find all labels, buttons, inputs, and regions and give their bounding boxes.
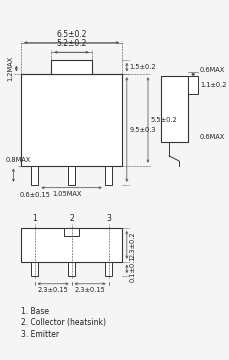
Text: 1: 1 xyxy=(32,214,37,223)
Bar xyxy=(21,228,122,262)
Text: 0.8MAX: 0.8MAX xyxy=(6,157,31,163)
Bar xyxy=(188,76,197,94)
Bar xyxy=(31,166,38,185)
Text: 9.5±0.3: 9.5±0.3 xyxy=(129,127,155,132)
Text: 1.2MAX: 1.2MAX xyxy=(7,56,13,81)
Bar xyxy=(64,228,79,236)
Bar xyxy=(104,166,112,185)
Text: 2.3±0.15: 2.3±0.15 xyxy=(74,287,105,293)
Text: 3. Emitter: 3. Emitter xyxy=(21,330,59,339)
Text: 3: 3 xyxy=(106,214,111,223)
Text: 5.2±0.2: 5.2±0.2 xyxy=(56,39,86,48)
Text: 2. Collector (heatsink): 2. Collector (heatsink) xyxy=(21,318,106,327)
Text: 5.5±0.2: 5.5±0.2 xyxy=(150,117,177,123)
Bar xyxy=(21,74,122,166)
Bar xyxy=(51,60,91,74)
Text: 0.6±0.15: 0.6±0.15 xyxy=(19,193,50,198)
Text: 1.05MAX: 1.05MAX xyxy=(52,190,81,197)
Text: 6.5±0.2: 6.5±0.2 xyxy=(56,30,87,39)
Text: 2.3±0.2: 2.3±0.2 xyxy=(129,231,135,258)
Bar xyxy=(161,76,188,141)
Text: 1.5±0.2: 1.5±0.2 xyxy=(129,64,156,70)
Text: 1.1±0.2: 1.1±0.2 xyxy=(199,82,225,88)
Text: 2: 2 xyxy=(69,214,74,223)
Bar xyxy=(31,262,38,276)
Bar xyxy=(68,262,75,276)
Text: 1. Base: 1. Base xyxy=(21,307,49,316)
Text: 0.6MAX: 0.6MAX xyxy=(199,67,224,73)
Text: 2.3±0.15: 2.3±0.15 xyxy=(38,287,68,293)
Text: 0.6MAX: 0.6MAX xyxy=(199,134,224,140)
Bar xyxy=(104,262,112,276)
Bar xyxy=(68,166,75,185)
Text: 0.1±0.1: 0.1±0.1 xyxy=(129,256,135,282)
